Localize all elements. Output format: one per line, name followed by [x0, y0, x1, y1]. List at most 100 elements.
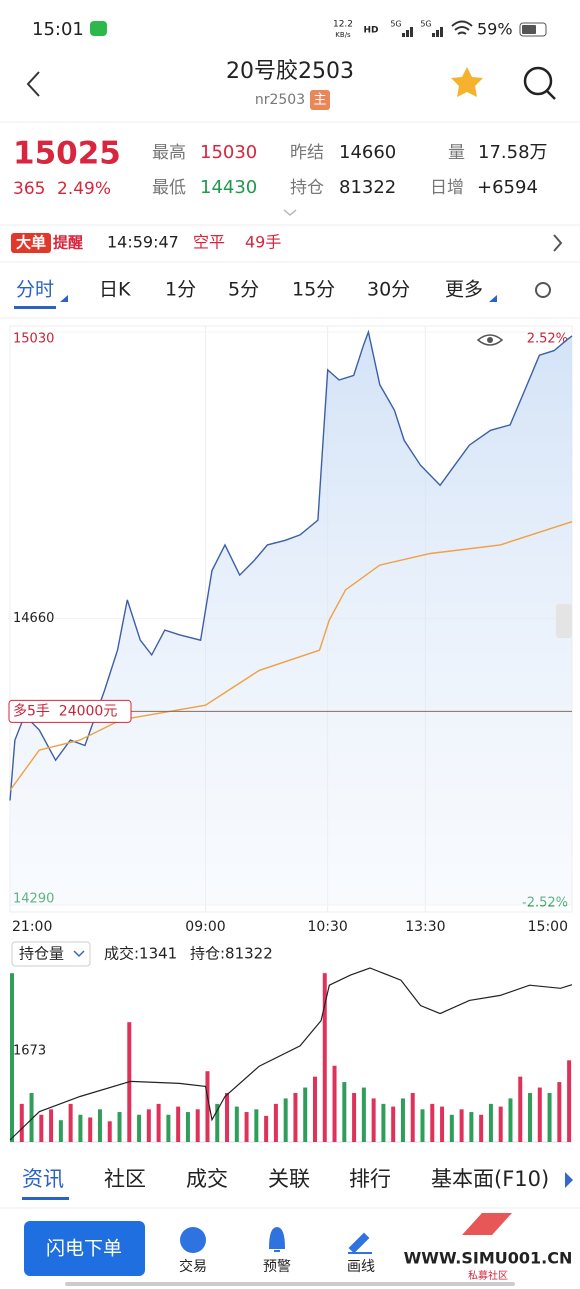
volume-bar — [39, 1114, 44, 1142]
bottom-tab[interactable]: 资讯 — [22, 1167, 64, 1191]
bottom-tab[interactable]: 成交 — [186, 1167, 228, 1191]
volume-bar — [156, 1103, 161, 1142]
x-tick-label: 15:00 — [528, 919, 568, 935]
volume-bar — [137, 1114, 142, 1142]
watermark: WWW.SIMU001.CN — [404, 1249, 573, 1268]
watermark-sub: 私募社区 — [468, 1269, 508, 1282]
x-tick-label: 09:00 — [185, 919, 225, 935]
back-button[interactable] — [26, 71, 40, 97]
flash-order-button[interactable] — [24, 1221, 145, 1276]
volume-bar — [58, 1120, 63, 1142]
selector-caret — [73, 950, 85, 958]
draw-icon[interactable] — [348, 1232, 372, 1254]
tab[interactable]: 15分 — [292, 279, 335, 301]
field-value: 17.58万 — [478, 142, 548, 163]
x-tick-label: 10:30 — [307, 919, 347, 935]
tab[interactable]: 更多 — [445, 279, 483, 301]
volume-bar — [215, 1103, 220, 1142]
main-badge-bg — [310, 90, 330, 110]
wifi-icon — [451, 20, 473, 35]
selector[interactable]: 持仓量 — [19, 945, 64, 963]
flash-order-label[interactable]: 闪电下单 — [46, 1238, 122, 1260]
toolbar-item[interactable]: 交易 — [179, 1258, 207, 1275]
side-handle[interactable] — [556, 604, 572, 638]
bottom-tab[interactable]: 排行 — [349, 1167, 391, 1191]
open-interest: 持仓:81322 — [190, 945, 273, 963]
volume-bar — [469, 1112, 474, 1142]
volume-bar — [371, 1098, 376, 1142]
series-line — [9, 521, 573, 791]
tabs-more[interactable] — [565, 1172, 573, 1188]
signal-label: 5G — [420, 20, 431, 29]
volume-bar — [332, 1065, 337, 1142]
volume-bar — [528, 1092, 533, 1142]
bottom-tab[interactable]: 社区 — [104, 1167, 146, 1191]
expand-button[interactable] — [283, 209, 297, 216]
volume-bar — [195, 1109, 200, 1142]
search-button[interactable] — [523, 66, 553, 96]
price-area — [10, 332, 572, 905]
volume-bar — [449, 1114, 454, 1142]
favorite-button[interactable] — [451, 67, 483, 97]
volume-bar — [176, 1106, 181, 1142]
volume-bar — [518, 1076, 523, 1142]
field-label: 日增 — [430, 178, 464, 198]
bottom-tab[interactable]: 基本面(F10) — [431, 1167, 549, 1191]
bottom-tab[interactable]: 关联 — [268, 1167, 310, 1191]
volume-bar — [146, 1109, 151, 1142]
tab[interactable]: 5分 — [228, 279, 259, 301]
settings-button[interactable] — [535, 282, 551, 298]
title: 20号胶2503 — [226, 59, 354, 84]
volume-bar — [410, 1092, 415, 1142]
volume-bar — [322, 973, 327, 1142]
volume-bar — [498, 1106, 503, 1142]
volume-bar — [537, 1087, 542, 1142]
alert-size: 49手 — [245, 233, 281, 252]
wechat-icon — [90, 21, 107, 36]
field-value: 15030 — [200, 142, 257, 163]
volume-bar — [381, 1103, 386, 1142]
volume-bar — [430, 1103, 435, 1142]
alert-action: 空平 — [193, 233, 225, 252]
volume-bar — [391, 1106, 396, 1142]
eye-toggle[interactable] — [476, 334, 504, 346]
net-speed: 12.2 — [333, 20, 353, 30]
main-badge: 主 — [313, 93, 326, 108]
y2-tick-label: 2.52% — [527, 332, 568, 347]
battery-level — [522, 25, 536, 34]
volume-bar — [273, 1103, 278, 1142]
bottom-tab-underline — [22, 1197, 69, 1200]
trade-icon[interactable] — [180, 1227, 206, 1253]
volume-bar — [352, 1092, 357, 1142]
alert-more[interactable] — [553, 234, 563, 252]
volume-bar — [547, 1092, 552, 1142]
net-unit: KB/s — [335, 31, 351, 39]
tab[interactable]: 日K — [99, 279, 131, 301]
volume-bar — [440, 1106, 445, 1142]
volume-bar — [361, 1087, 366, 1142]
volume-bar — [234, 1106, 239, 1142]
tab[interactable]: 分时 — [16, 279, 54, 301]
field-label: 最低 — [152, 178, 186, 198]
last-price: 15025 — [13, 136, 121, 172]
toolbar-item[interactable]: 预警 — [263, 1259, 291, 1275]
volume-tick-label: 1673 — [13, 1043, 46, 1058]
contract-code: nr2503 — [255, 92, 305, 108]
volume-bar — [459, 1109, 464, 1142]
tab[interactable]: 1分 — [165, 279, 196, 301]
battery-icon — [519, 22, 547, 37]
selector-box[interactable] — [11, 941, 91, 967]
signal-label: 5G — [390, 20, 401, 29]
volume-bar — [10, 973, 14, 1142]
alert-time: 14:59:47 — [107, 233, 179, 252]
trade-volume: 成交:1341 — [104, 945, 177, 963]
order-label-bg — [8, 699, 132, 723]
tab[interactable]: 30分 — [367, 279, 410, 301]
volume-bar — [557, 1082, 562, 1142]
volume-bar — [254, 1109, 259, 1142]
toolbar-item[interactable]: 画线 — [347, 1259, 375, 1275]
alert-tag: 提醒 — [53, 234, 83, 252]
alert-icon[interactable] — [268, 1226, 286, 1252]
change: 365 — [13, 179, 45, 199]
tab-underline — [14, 306, 56, 309]
